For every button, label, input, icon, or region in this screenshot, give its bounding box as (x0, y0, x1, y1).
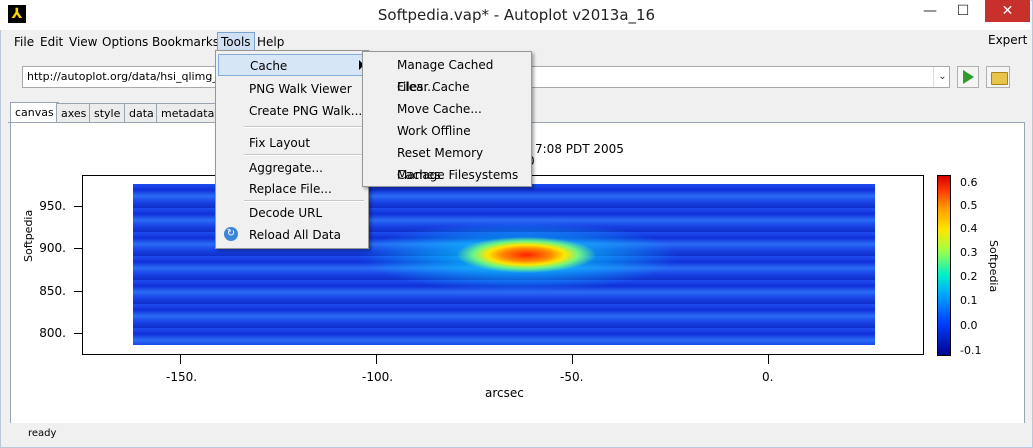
submenu-arrow-icon (359, 60, 364, 70)
menu-tools[interactable]: Tools (217, 32, 255, 51)
colorbar-tick-label: -0.1 (960, 344, 982, 357)
menu-separator (244, 200, 364, 202)
title-bar: ⅄ Softpedia.vap* - Autoplot v2013a_16 — … (0, 0, 1031, 30)
url-value: http://autoplot.org/data/hsi_qlimg_505 (27, 70, 239, 83)
tab-axes[interactable]: axes (56, 103, 92, 123)
tab-canvas[interactable]: canvas (10, 102, 59, 123)
colorbar-tick-label: 0.3 (960, 246, 978, 259)
menu-item-label: Manage Filesystems (397, 168, 519, 182)
autoplot-app-icon: ⅄ (8, 5, 26, 23)
reload-icon: ↻ (224, 227, 238, 241)
x-tick (376, 355, 377, 364)
x-tick (572, 355, 573, 364)
menu-item-label: Manage Cached Files... (397, 58, 494, 94)
menu-item-label: Work Offline (397, 124, 471, 138)
colorbar-tick-label: 0.6 (960, 176, 978, 189)
menu-item-replace-file[interactable]: Replace File... (218, 178, 366, 200)
plot-title-line-1: 7:08 PDT 2005 (535, 142, 624, 156)
folder-icon (991, 72, 1008, 85)
expert-mode-label[interactable]: Expert (988, 33, 1028, 47)
menu-view[interactable]: View (69, 35, 98, 49)
menu-item-decode-url[interactable]: Decode URL (218, 202, 366, 224)
x-tick (180, 355, 181, 364)
cache-submenu: Manage Cached Files... Clear Cache Move … (362, 51, 532, 187)
menu-options[interactable]: Options (102, 35, 149, 49)
y-tick-label: 800. (39, 326, 66, 340)
menu-item-manage-cached-files[interactable]: Manage Cached Files... (365, 54, 529, 94)
menu-item-label: Decode URL (249, 206, 323, 220)
menu-item-work-offline[interactable]: Work Offline (365, 120, 529, 142)
menu-edit[interactable]: Edit (40, 35, 64, 49)
x-tick-label: -50. (560, 370, 584, 384)
x-tick-label: -100. (362, 370, 394, 384)
menu-item-reload-all-data[interactable]: ↻ Reload All Data (218, 224, 366, 246)
x-tick-label: -150. (166, 370, 198, 384)
tab-data[interactable]: data (124, 103, 159, 123)
y-tick-label: 850. (39, 284, 66, 298)
window-title: Softpedia.vap* - Autoplot v2013a_16 (377, 6, 656, 24)
menu-item-label: Reload All Data (249, 228, 341, 242)
colorbar-tick-label: 0.1 (960, 294, 978, 307)
colorbar-tick-label: 0.5 (960, 199, 978, 212)
menu-item-label: Clear Cache (397, 80, 470, 94)
menu-item-png-walk-viewer[interactable]: PNG Walk Viewer (218, 78, 366, 100)
x-tick (768, 355, 769, 364)
colorbar-tick-label: 0.4 (960, 222, 978, 235)
colorbar-label: Softpedia (987, 240, 1000, 293)
y-tick (74, 248, 82, 249)
menu-item-label: Create PNG Walk... (249, 104, 363, 118)
menu-separator (244, 126, 364, 128)
go-button[interactable] (957, 66, 979, 88)
menu-item-label: Replace File... (249, 182, 332, 196)
menu-separator (244, 154, 364, 156)
url-history-dropdown[interactable]: ⌄ (933, 67, 951, 87)
open-file-button[interactable] (986, 66, 1010, 88)
tab-metadata[interactable]: metadata (156, 103, 220, 123)
menu-item-move-cache[interactable]: Move Cache... (365, 98, 529, 120)
menu-bookmarks[interactable]: Bookmarks (152, 35, 220, 49)
menu-help[interactable]: Help (257, 35, 285, 49)
colorbar (937, 175, 951, 356)
menu-item-reset-memory-caches[interactable]: Reset Memory Caches (365, 142, 529, 182)
tools-menu: Cache PNG Walk Viewer Create PNG Walk...… (215, 50, 369, 249)
y-tick-label: 900. (39, 241, 66, 255)
menu-file[interactable]: File (14, 35, 35, 49)
menu-item-label: Fix Layout (249, 136, 311, 150)
menu-item-aggregate[interactable]: Aggregate... (218, 157, 366, 179)
y-tick (74, 206, 82, 207)
menu-item-manage-filesystems[interactable]: Manage Filesystems (365, 164, 529, 186)
menu-item-cache[interactable]: Cache (218, 54, 366, 76)
menu-item-clear-cache[interactable]: Clear Cache (365, 76, 529, 98)
colorbar-tick-label: 0.2 (960, 270, 978, 283)
x-tick-label: 0. (762, 370, 774, 384)
y-tick (74, 333, 82, 334)
menu-item-label: PNG Walk Viewer (249, 82, 352, 96)
y-axis-label: Softpedia (22, 209, 35, 262)
menu-item-label: Reset Memory Caches (397, 146, 484, 182)
colorbar-tick-label: 0.0 (960, 319, 978, 332)
maximize-button[interactable]: ☐ (956, 3, 970, 19)
menu-bar: File Edit View Options Bookmarks Tools H… (1, 30, 1031, 52)
menu-item-create-png-walk[interactable]: Create PNG Walk... (218, 100, 366, 122)
menu-item-label: Aggregate... (249, 161, 323, 175)
play-icon (963, 70, 974, 84)
status-bar (1, 424, 1031, 446)
minimize-button[interactable]: — (923, 3, 937, 19)
y-tick-label: 950. (39, 199, 66, 213)
y-tick (74, 291, 82, 292)
close-button[interactable]: ✕ (985, 0, 1030, 22)
x-axis-label: arcsec (485, 386, 524, 400)
menu-item-label: Move Cache... (397, 102, 482, 116)
status-text: ready (28, 428, 57, 439)
menu-item-fix-layout[interactable]: Fix Layout (218, 132, 366, 154)
tab-style[interactable]: style (89, 103, 126, 123)
menu-item-label: Cache (250, 59, 288, 73)
